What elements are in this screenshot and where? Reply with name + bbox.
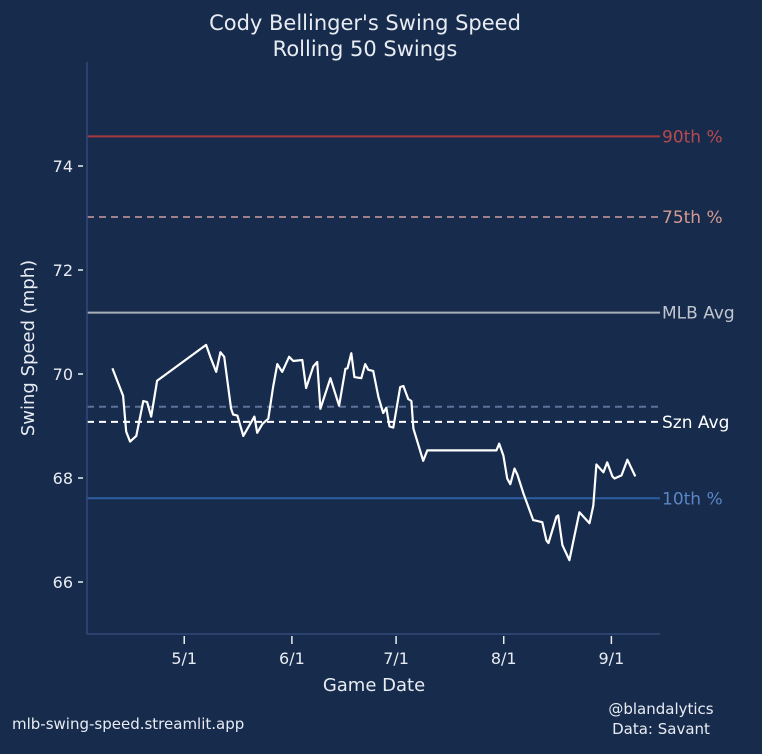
- footer-handle: @blandalytics: [608, 700, 713, 718]
- y-tick-label: 72: [53, 261, 73, 280]
- reference-label-szn-avg: Szn Avg: [662, 413, 729, 433]
- series-line-rolling-swing-speed: [111, 343, 637, 562]
- reference-label-90th: 90th %: [662, 127, 723, 147]
- reference-label-75th: 75th %: [662, 208, 723, 228]
- x-tick-label: 8/1: [491, 649, 517, 668]
- footer-source: Data: Savant: [612, 720, 710, 738]
- x-tick-label: 6/1: [279, 649, 305, 668]
- x-tick-label: 9/1: [599, 649, 625, 668]
- x-tick-label: 7/1: [383, 649, 409, 668]
- footer-site: mlb-swing-speed.streamlit.app: [12, 715, 244, 733]
- x-axis-label: Game Date: [323, 675, 425, 696]
- y-tick-label: 74: [53, 157, 73, 176]
- y-axis-label: Swing Speed (mph): [18, 260, 39, 436]
- y-tick-label: 70: [53, 365, 73, 384]
- y-tick-label: 66: [53, 573, 73, 592]
- reference-label-10th: 10th %: [662, 489, 723, 509]
- y-tick-label: 68: [53, 469, 73, 488]
- chart-subtitle: Rolling 50 Swings: [273, 37, 458, 61]
- chart-title: Cody Bellinger's Swing Speed: [209, 11, 521, 35]
- reference-label-mlb-avg: MLB Avg: [662, 304, 735, 324]
- x-tick-label: 5/1: [171, 649, 197, 668]
